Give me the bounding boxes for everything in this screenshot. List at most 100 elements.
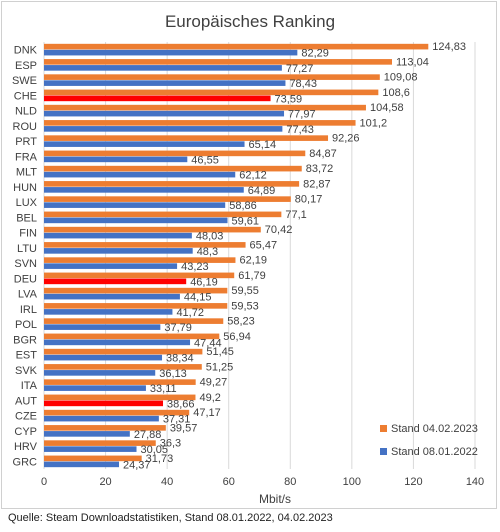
- bar-stand-2022: [44, 126, 283, 132]
- chart-title: Europäisches Ranking: [164, 12, 336, 31]
- value-label-2022: 47,44: [194, 337, 222, 349]
- bar-chart: DNK ESP SWE CHE NLD ROU PRT FRA MLT HUN LUX BEL FIN L…: [12, 41, 484, 506]
- bar-stand-2023: [44, 150, 306, 157]
- value-label-2022: 78,43: [289, 78, 317, 90]
- value-label-2022: 30,05: [141, 444, 169, 456]
- value-label-2022: 46,55: [191, 154, 219, 166]
- value-label-2023: 113,04: [396, 56, 429, 68]
- category-label: FIN: [19, 228, 37, 240]
- bar-stand-2023: [44, 135, 329, 141]
- gridlines: [43, 42, 476, 469]
- bar-stand-2022: [44, 187, 244, 193]
- bar-stand-2022: [44, 248, 193, 254]
- bar-stand-2023: [44, 89, 379, 96]
- value-label-2022: 37,79: [164, 322, 192, 334]
- legend-label: Stand 08.01.2022: [391, 446, 478, 458]
- value-label-2023: 51,45: [206, 346, 234, 358]
- legend: Stand 04.02.2023 Stand 08.01.2022: [380, 423, 478, 458]
- value-label-2023: 124,83: [432, 41, 466, 53]
- category-label: ESP: [15, 60, 37, 72]
- x-tick-label: 140: [466, 476, 484, 488]
- value-label-2023: 108,6: [382, 87, 410, 99]
- category-label: HUN: [13, 182, 37, 194]
- value-label-2023: 56,94: [223, 331, 251, 343]
- value-label-2022: 77,43: [286, 124, 314, 136]
- bar-stand-2023: [44, 287, 228, 294]
- bar-stand-2022: [44, 461, 120, 468]
- bar-stand-2022: [44, 415, 159, 422]
- value-label-2023: 109,08: [384, 72, 418, 84]
- category-label: DEU: [14, 273, 37, 285]
- bar-stand-2023: [44, 74, 380, 80]
- category-label: LVA: [18, 289, 38, 301]
- bar-stand-2022: [44, 278, 187, 285]
- value-label-2023: 104,58: [370, 102, 404, 114]
- bar-stand-2023: [44, 196, 291, 202]
- category-label: EST: [16, 350, 38, 362]
- bar-stand-2022: [44, 80, 286, 86]
- category-label: CYP: [14, 426, 37, 438]
- value-label-2023: 31,73: [146, 453, 174, 465]
- bar-stand-2023: [44, 181, 300, 187]
- bar-stand-2022: [44, 339, 191, 346]
- value-label-2023: 39,57: [170, 422, 198, 434]
- value-label-2023: 59,55: [231, 285, 259, 297]
- value-label-2023: 92,26: [332, 133, 360, 145]
- bar-stand-2023: [44, 43, 429, 50]
- bar-stand-2023: [44, 242, 246, 248]
- bar-stand-2023: [44, 211, 282, 218]
- value-label-2022: 38,66: [167, 398, 195, 410]
- bar-stand-2022: [44, 431, 130, 437]
- category-label: LTU: [17, 243, 37, 255]
- value-label-2023: 83,72: [306, 163, 334, 175]
- x-tick-label: 100: [343, 476, 361, 488]
- bar-stand-2023: [44, 59, 393, 65]
- bar-stand-2022: [44, 65, 282, 71]
- bar-stand-2022: [44, 110, 285, 117]
- bar-stand-2023: [44, 165, 302, 172]
- category-label: SVK: [15, 365, 38, 377]
- value-label-2023: 36,3: [160, 438, 181, 450]
- category-label: MLT: [16, 167, 37, 179]
- category-label: IRL: [20, 304, 37, 316]
- value-label-2023: 61,79: [238, 270, 266, 282]
- category-label: AUT: [15, 395, 37, 407]
- bar-stand-2022: [44, 232, 192, 239]
- bar-stand-2023: [44, 409, 190, 416]
- value-label-2022: 62,12: [239, 170, 267, 182]
- x-tick-label: 60: [223, 476, 235, 488]
- bar-stand-2022: [44, 370, 156, 376]
- x-tick-label: 80: [284, 476, 296, 488]
- bar-stand-2022: [44, 156, 188, 163]
- category-label: PRT: [15, 136, 37, 148]
- value-label-2022: 36,13: [159, 368, 187, 380]
- category-label: CHE: [14, 90, 37, 102]
- bar-stand-2023: [44, 455, 142, 462]
- category-label: POL: [15, 319, 37, 331]
- value-labels: 124,83 82,29 113,04 77,27 109,08 78,43 108,6 73…: [123, 41, 466, 471]
- value-label-2022: 73,59: [275, 93, 303, 105]
- legend-swatch: [380, 448, 387, 455]
- bar-stand-2022: [44, 293, 180, 300]
- value-label-2022: 37,31: [163, 414, 191, 426]
- value-label-2022: 43,23: [181, 261, 209, 273]
- value-label-2022: 77,27: [286, 63, 314, 75]
- bar-stand-2022: [44, 49, 298, 56]
- category-label: BEL: [16, 212, 37, 224]
- category-label: ITA: [21, 380, 38, 392]
- bar-stand-2023: [44, 226, 261, 233]
- bar-stand-2023: [44, 348, 203, 355]
- value-label-2022: 27,88: [134, 429, 162, 441]
- bar-stand-2022: [44, 385, 146, 391]
- value-label-2023: 62,19: [239, 255, 267, 267]
- category-label: NLD: [15, 106, 37, 118]
- bar-stand-2023: [44, 333, 220, 340]
- x-tick-label: 0: [41, 476, 47, 488]
- bar-stand-2023: [44, 303, 228, 309]
- bars: [44, 43, 429, 468]
- value-label-2023: 65,47: [250, 239, 278, 251]
- bar-stand-2022: [44, 202, 226, 208]
- category-label: SVN: [14, 258, 37, 270]
- value-label-2022: 82,29: [301, 48, 329, 60]
- value-label-2022: 46,19: [190, 276, 218, 288]
